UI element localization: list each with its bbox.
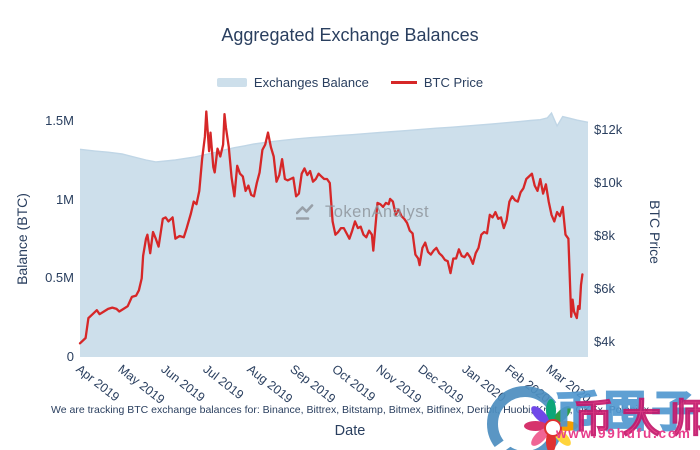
area-swatch-icon xyxy=(216,78,247,87)
y-axis-right-tick: $8k xyxy=(594,228,615,243)
y-axis-left-tick: 1M xyxy=(55,191,74,207)
y-axis-right-tick: $10k xyxy=(594,175,623,190)
btc-price-line xyxy=(78,110,584,345)
y-axis-left-tick: 0 xyxy=(66,349,74,364)
y-axis-left-title: Balance (BTC) xyxy=(14,193,30,285)
tracking-note: We are tracking BTC exchange balances fo… xyxy=(51,404,649,416)
y-axis-right-tick: $12k xyxy=(594,122,623,137)
legend-label: BTC Price xyxy=(423,75,484,90)
watermark-text: TokenAnalyst xyxy=(325,203,430,221)
legend-item-exchanges-balance[interactable]: Exchanges Balance xyxy=(216,75,369,90)
balance-area xyxy=(80,113,588,357)
line-swatch-icon xyxy=(390,81,417,84)
trend-line-icon xyxy=(296,204,314,220)
legend-item-btc-price[interactable]: BTC Price xyxy=(390,75,484,90)
y-axis-left-tick: 0.5M xyxy=(45,270,74,286)
x-axis-title: Date xyxy=(334,423,366,439)
tokenanalyst-watermark: TokenAnalyst xyxy=(296,203,429,222)
y-axis-right-tick: $4k xyxy=(594,334,615,349)
legend: Exchanges Balance BTC Price xyxy=(0,75,700,90)
y-axis-left-tick: 1.5M xyxy=(45,113,74,128)
y-axis-right-title: BTC Price xyxy=(647,200,663,264)
balance-area-edge xyxy=(79,111,589,163)
chart-title: Aggregated Exchange Balances xyxy=(221,25,479,45)
y-axis-right-tick: $6k xyxy=(594,281,615,296)
legend-label: Exchanges Balance xyxy=(253,75,369,90)
